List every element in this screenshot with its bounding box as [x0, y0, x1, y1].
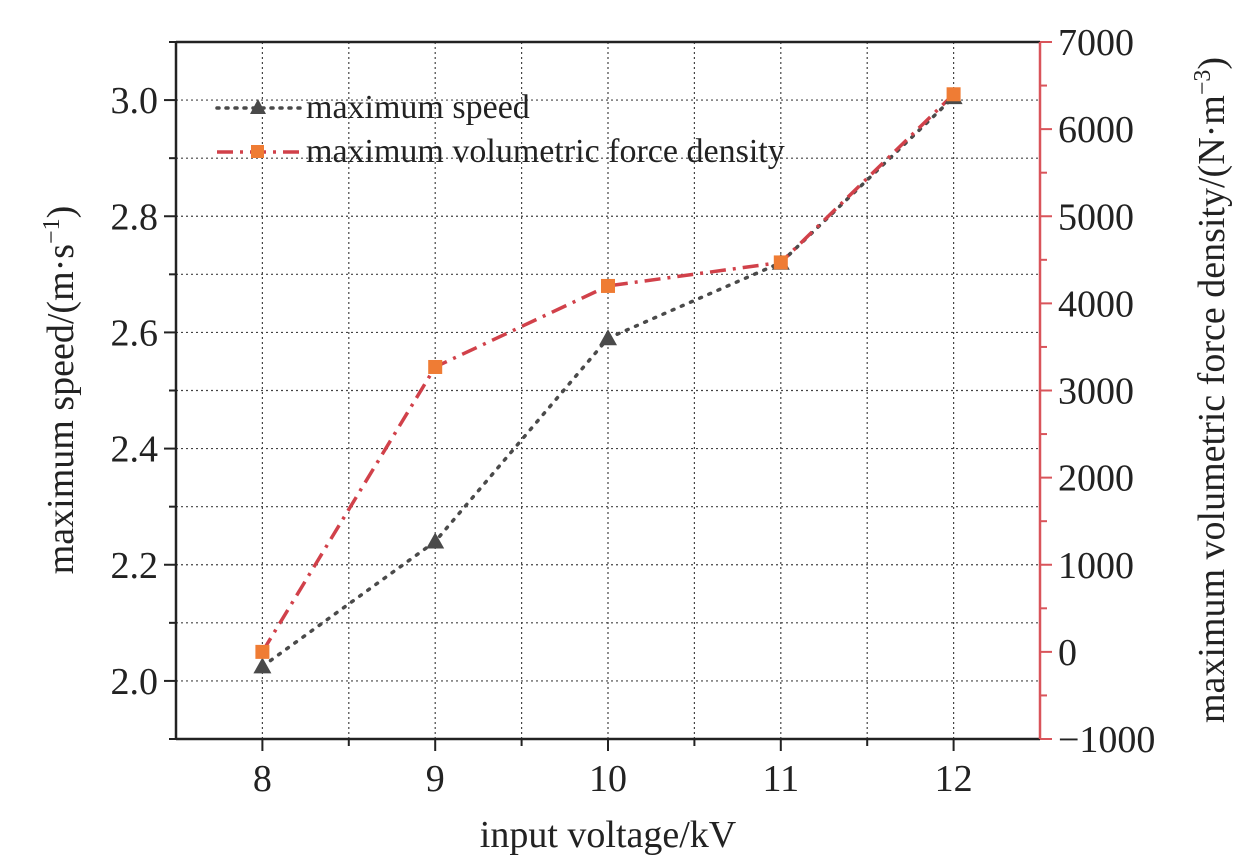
- y-right-tick-label: 2000: [1058, 458, 1134, 500]
- x-tick-label: 9: [426, 758, 445, 800]
- y-axis-left-title-main: maximum speed/(m·s: [40, 244, 82, 574]
- y-axis-right-title-sup: −3: [1190, 70, 1216, 96]
- force-density-point: [946, 87, 961, 102]
- plot-frame: [164, 40, 1052, 751]
- y-left-tick-label: 2.2: [111, 545, 159, 587]
- y-axis-right-title-tail: ): [1191, 57, 1233, 70]
- x-axis-title: input voltage/kV: [480, 814, 737, 856]
- y-axis-right-title: maximum volumetric force density/(N·m−3): [1190, 57, 1233, 723]
- x-tick-label: 8: [253, 758, 272, 800]
- y-left-tick-label: 2.0: [111, 661, 159, 703]
- y-left-tick-label: 2.6: [111, 312, 159, 354]
- y-axis-right-title-main: maximum volumetric force density/(N·m: [1191, 95, 1233, 723]
- y-left-tick-label: 3.0: [111, 80, 159, 122]
- legend-force-label: maximum volumetric force density: [306, 133, 785, 170]
- legend-speed-marker: [250, 99, 266, 114]
- y-right-tick-label: 6000: [1058, 109, 1134, 151]
- y-right-tick-label: 3000: [1058, 371, 1134, 413]
- y-axis-left-title-sup: −1: [39, 218, 65, 244]
- force-density-point: [255, 644, 270, 659]
- y-right-tick-label: 1000: [1058, 545, 1134, 587]
- y-right-tick-label: 0: [1058, 632, 1077, 674]
- tick-labels: 8 9 10 11 12 2.0 2.2 2.4 2.6 2.8 3.0 −1000 0 1000 2000…: [111, 22, 1156, 800]
- y-right-tick-label: −1000: [1058, 719, 1155, 761]
- force-density-point: [773, 255, 788, 270]
- force-density-point: [428, 359, 443, 374]
- y-right-tick-label: 5000: [1058, 196, 1134, 238]
- y-left-tick-label: 2.4: [111, 429, 159, 471]
- force-density-point: [601, 278, 615, 293]
- series-layer: [253, 87, 963, 674]
- speed-point: [599, 329, 617, 346]
- legend-speed-label: maximum speed: [306, 89, 530, 126]
- legend-force-marker: [251, 145, 264, 158]
- y-axis-left-title: maximum speed/(m·s−1): [39, 206, 82, 575]
- y-axis-left-title-tail: ): [40, 206, 82, 219]
- force-density-line: [260, 93, 955, 653]
- legend: maximum speed maximum volumetric force d…: [215, 89, 785, 170]
- x-tick-label: 12: [935, 758, 973, 800]
- speed-point: [426, 532, 445, 549]
- speed-point: [253, 657, 272, 674]
- y-right-tick-label: 7000: [1058, 22, 1134, 64]
- x-tick-label: 10: [589, 758, 627, 800]
- y-right-tick-label: 4000: [1058, 283, 1134, 325]
- y-left-tick-label: 2.8: [111, 196, 159, 238]
- x-tick-label: 11: [763, 758, 800, 800]
